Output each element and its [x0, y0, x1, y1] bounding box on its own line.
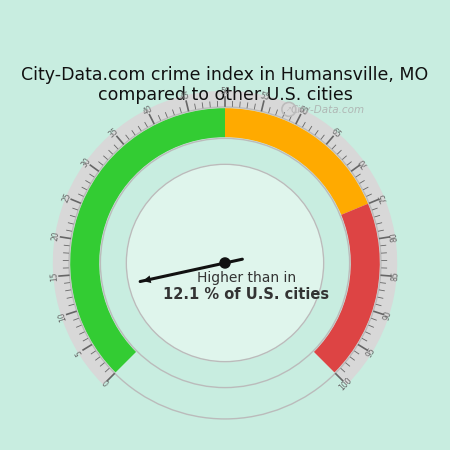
Circle shape: [220, 258, 230, 268]
Wedge shape: [70, 108, 380, 373]
Text: 80: 80: [389, 231, 399, 242]
Text: 90: 90: [382, 310, 393, 322]
Text: Higher than in: Higher than in: [197, 271, 296, 285]
Text: 85: 85: [391, 271, 401, 282]
Text: 15: 15: [50, 271, 59, 282]
Wedge shape: [225, 108, 368, 215]
Text: ↗: ↗: [286, 106, 292, 112]
Text: 5: 5: [74, 348, 84, 357]
Text: 40: 40: [141, 104, 154, 117]
Wedge shape: [70, 108, 225, 373]
Text: 45: 45: [179, 91, 191, 102]
Wedge shape: [314, 204, 380, 373]
Text: 95: 95: [364, 346, 377, 359]
Text: 35: 35: [107, 126, 121, 140]
Text: 60: 60: [296, 104, 309, 117]
Text: City-Data.com crime index in Humansville, MO
compared to other U.S. cities: City-Data.com crime index in Humansville…: [22, 66, 428, 104]
Text: 25: 25: [61, 191, 73, 204]
Text: 0: 0: [99, 379, 109, 389]
Circle shape: [126, 164, 324, 362]
Text: 50: 50: [220, 87, 230, 96]
Wedge shape: [53, 91, 397, 385]
Text: 12.1 % of U.S. cities: 12.1 % of U.S. cities: [163, 287, 329, 302]
Text: 10: 10: [57, 310, 68, 322]
Text: 100: 100: [338, 376, 354, 392]
Text: 55: 55: [259, 91, 271, 102]
Text: 70: 70: [357, 156, 370, 169]
Text: 65: 65: [329, 126, 343, 140]
Text: 20: 20: [51, 231, 61, 242]
Text: 75: 75: [377, 191, 389, 204]
Text: 30: 30: [80, 156, 93, 169]
Text: City-Data.com: City-Data.com: [290, 105, 364, 115]
